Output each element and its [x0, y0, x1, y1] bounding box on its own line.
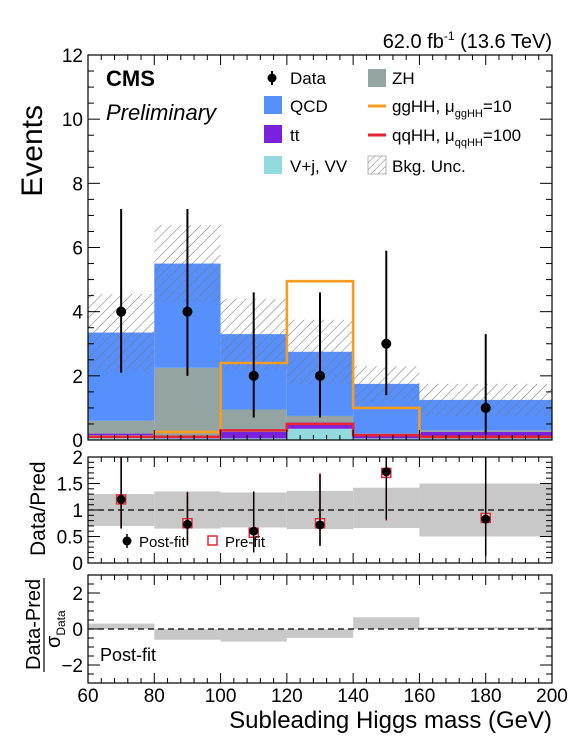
legend-unc-swatch [367, 155, 387, 175]
preliminary-label: Preliminary [106, 100, 218, 125]
main-yticklabel-0: 0 [72, 431, 83, 452]
pull-ylabel: Data-Pred σData [23, 578, 68, 672]
legend-vjets-label: V+j, VV [290, 157, 348, 176]
pull-annotation: Post-fit [100, 645, 156, 665]
ratio-yticklabel-2: 1 [72, 501, 83, 522]
pull-bar-5 [419, 627, 552, 629]
pull-bar-3 [286, 629, 354, 638]
stack-bar-zh-2 [220, 409, 287, 432]
pull-bar-0 [88, 623, 155, 629]
main-data-points [116, 209, 491, 434]
pull-yticklabel-0: −2 [61, 656, 83, 677]
ratio-legend: Post-fit Pre-fit [122, 534, 266, 551]
stack-bar-tt-2 [220, 431, 287, 439]
legend-vjets-swatch [264, 156, 282, 174]
stack-bar-zh-1 [154, 367, 221, 437]
legend-qqhh-label: qqHH, μqqHH=100 [392, 126, 521, 149]
main-ylabel: Events [16, 105, 49, 197]
data-point-5 [480, 402, 491, 413]
legend-tt-swatch [264, 125, 282, 143]
stack-bar-zh-0 [88, 420, 155, 434]
stack-bar-vjvv-3 [286, 428, 354, 440]
data-point-1 [182, 306, 193, 317]
ratio-postfit-point-0 [116, 494, 126, 504]
ratio-yticklabel-1: 0.5 [57, 528, 83, 549]
stack-bar-vjvv-4 [353, 438, 420, 440]
x-axis-label: Subleading Higgs mass (GeV) [229, 707, 552, 734]
stack-bar-tt-4 [353, 435, 420, 439]
x-ticklabel-6: 180 [470, 686, 502, 707]
ratio-legend-prefit-label: Pre-fit [225, 534, 266, 551]
x-ticklabel-4: 140 [337, 686, 369, 707]
x-ticklabel-1: 80 [144, 686, 165, 707]
ratio-points [88, 457, 552, 557]
legend-unc-label: Bkg. Unc. [392, 157, 466, 176]
ratio-yticklabel-3: 1.5 [57, 475, 83, 496]
cms-label: CMS [106, 66, 155, 91]
main-yticklabel-3: 6 [72, 239, 83, 260]
data-point-3 [315, 370, 325, 381]
main-axes: 0 2 4 6 8 10 12 [62, 46, 553, 452]
data-point-4 [381, 338, 392, 349]
data-point-2 [248, 370, 259, 381]
pull-axes: −2 0 2 [61, 574, 553, 684]
legend-zh-swatch [368, 69, 386, 87]
pull-yticklabel-1: 0 [72, 620, 83, 641]
pull-ylabel-denominator: σData [43, 610, 68, 648]
ratio-legend-postfit-label: Post-fit [139, 534, 187, 551]
main-yticklabel-6: 12 [62, 46, 83, 67]
legend-qcd-label: QCD [290, 97, 328, 116]
legend-qcd-swatch [264, 96, 282, 114]
stack-bar-vjvv-1 [154, 438, 221, 440]
pull-ylabel-numerator: Data-Pred [23, 579, 45, 670]
lumi-label: 62.0 fb-1 (13.6 TeV) [383, 29, 552, 53]
pull-bar-2 [220, 629, 287, 642]
legend-tt-label: tt [290, 126, 300, 145]
ratio-yticklabel-4: 2 [72, 448, 83, 469]
main-yticklabel-2: 4 [72, 303, 83, 324]
stack-bar-tt-3 [286, 422, 354, 429]
legend-gghh-label: ggHH, μggHH=10 [392, 97, 512, 120]
main-yticklabel-4: 8 [72, 174, 83, 195]
x-ticklabel-0: 60 [77, 686, 98, 707]
ratio-postfit-point-1 [182, 519, 192, 529]
ratio-postfit-point-3 [315, 520, 325, 530]
x-ticklabel-2: 100 [205, 686, 237, 707]
x-ticklabel-3: 120 [271, 686, 303, 707]
x-ticklabel-5: 160 [404, 686, 436, 707]
main-yticklabel-1: 2 [72, 367, 83, 388]
stack-bar-zh-3 [286, 415, 354, 423]
ratio-postfit-point-5 [481, 514, 491, 524]
ratio-ylabel: Data/Pred [27, 461, 50, 556]
legend: Data QCD tt V+j, VV ZH ggHH, μggHH=10 qq… [264, 69, 521, 176]
x-ticklabels: 60 80 100 120 140 160 180 200 [77, 686, 567, 707]
ratio-axes: 0 0.5 1 1.5 2 [57, 448, 553, 575]
main-yticklabel-5: 10 [62, 110, 83, 131]
pull-yticklabel-2: 2 [72, 584, 83, 605]
stack-bar-tt-0 [88, 433, 155, 436]
legend-zh-label: ZH [392, 69, 415, 88]
pull-bar-1 [154, 629, 221, 640]
ratio-postfit-point-4 [381, 467, 391, 477]
stack-bar-vjvv-2 [220, 438, 287, 440]
data-point-0 [116, 306, 127, 317]
ratio-postfit-point-2 [249, 526, 259, 536]
x-ticklabel-7: 200 [536, 686, 568, 707]
ratio-yticklabel-0: 0 [72, 554, 83, 575]
legend-data-label: Data [290, 69, 326, 88]
pull-band [88, 617, 552, 642]
pull-bar-4 [353, 617, 420, 629]
ratio-legend-prefit-marker [207, 535, 218, 546]
